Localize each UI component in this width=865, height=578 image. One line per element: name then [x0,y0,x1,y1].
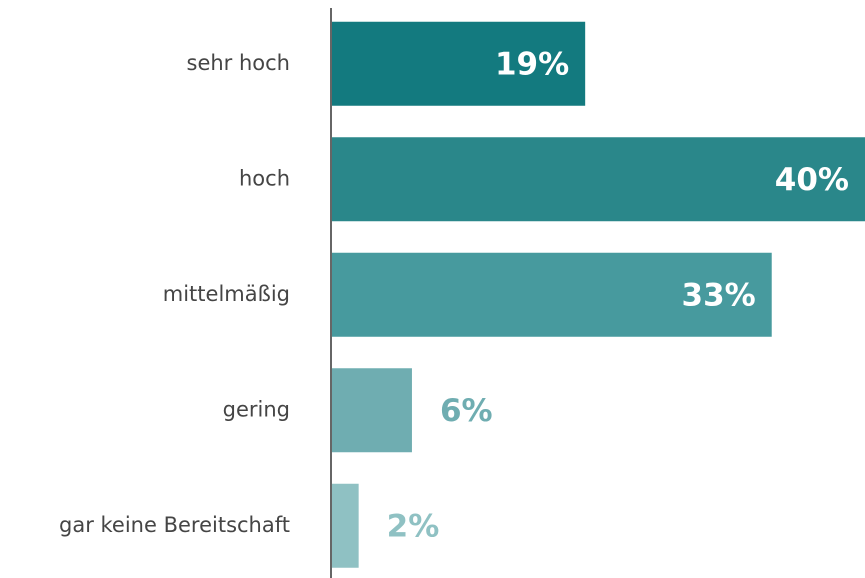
value-label: 2% [387,508,440,544]
category-label: sehr hoch [187,51,291,75]
value-label: 19% [495,46,569,82]
bar [332,21,586,106]
category-label: mittelmäßig [163,282,290,306]
bar [332,252,772,337]
bar [332,483,359,568]
value-label: 33% [682,277,756,313]
value-label: 6% [440,393,493,429]
bar [332,137,865,222]
value-label: 40% [775,162,849,198]
category-label: hoch [239,166,290,190]
category-label: gering [223,397,290,421]
category-label: gar keine Bereitschaft [59,513,290,537]
bar [332,368,412,453]
